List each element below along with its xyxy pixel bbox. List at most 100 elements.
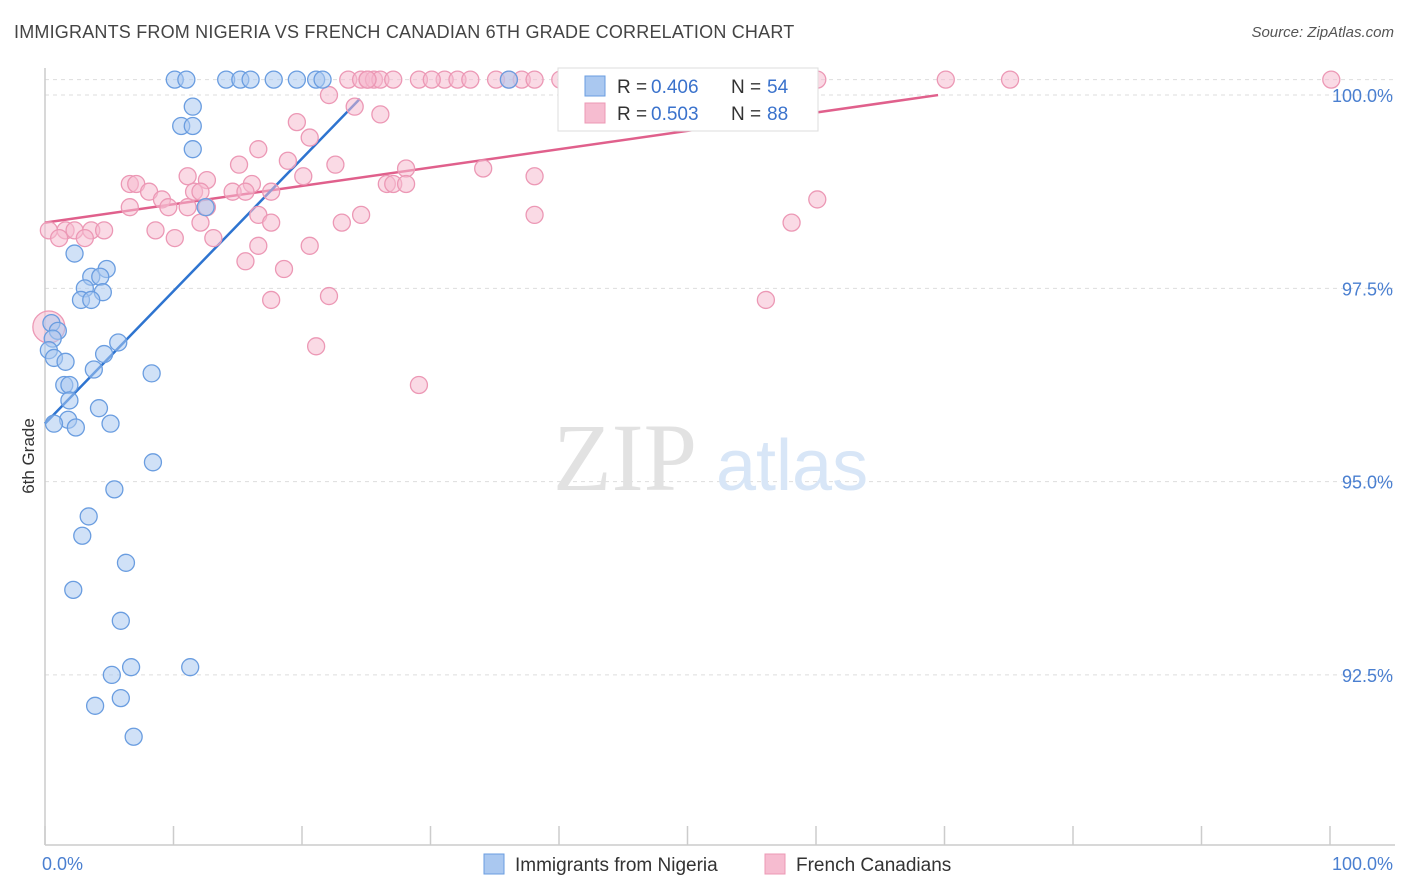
french-canadians-point-34 — [249, 140, 268, 159]
stats-n-value-pink: 88 — [767, 104, 788, 125]
french-canadians-point-67 — [808, 190, 827, 209]
nigeria-point-40 — [66, 418, 85, 437]
french-canadians-point-41 — [294, 167, 313, 186]
nigeria-point-45 — [116, 553, 136, 572]
nigeria-point-4 — [241, 70, 260, 89]
nigeria-point-52 — [85, 696, 105, 715]
french-canadians-point-49 — [525, 167, 544, 186]
french-canadians-point-82 — [274, 259, 294, 279]
x-ticks — [44, 826, 1331, 845]
nigeria-point-42 — [105, 480, 124, 499]
chart-title: IMMIGRANTS FROM NIGERIA VS FRENCH CANADI… — [14, 22, 795, 42]
nigeria-point-31 — [84, 360, 103, 379]
nigeria-point-50 — [102, 665, 121, 685]
stats-legend-swatch-pink — [584, 102, 606, 124]
axes — [44, 68, 1395, 846]
nigeria-point-53 — [124, 727, 143, 746]
nigeria-point-48 — [121, 658, 141, 677]
french-canadians-point-5 — [384, 70, 403, 89]
french-canadians-point-38 — [396, 159, 416, 178]
french-canadians-point-32 — [287, 112, 307, 132]
nigeria-point-49 — [181, 658, 200, 677]
french-canadians-point-31 — [371, 105, 390, 124]
nigeria-point-28 — [94, 344, 114, 364]
stats-n-value-blue: 54 — [767, 77, 789, 98]
french-canadians-point-23 — [1322, 70, 1341, 89]
nigeria-point-18 — [91, 267, 110, 286]
nigeria-point-47 — [111, 611, 130, 630]
watermark-atlas: atlas — [716, 426, 868, 506]
x-tick-label-max: 100.0% — [1332, 854, 1393, 874]
french-canadians-point-21 — [936, 70, 955, 89]
stats-n-label-blue: N = — [731, 77, 761, 98]
french-canadians-point-65 — [262, 213, 281, 232]
nigeria-point-9 — [499, 70, 519, 89]
watermark-zip: ZIP — [553, 404, 697, 511]
stats-r-label-blue: R = — [617, 77, 647, 98]
french-canadians-point-83 — [319, 286, 339, 306]
nigeria-points — [39, 70, 519, 746]
legend-label-nigeria: Immigrants from Nigeria — [515, 855, 718, 876]
x-tick-label-min: 0.0% — [42, 854, 83, 874]
nigeria-point-8 — [313, 70, 332, 89]
y-axis-label: 6th Grade — [19, 418, 38, 494]
french-canadians-point-77 — [165, 228, 184, 248]
french-canadians-point-59 — [178, 198, 197, 217]
stats-legend-swatch-blue — [584, 75, 606, 97]
french-canadians-point-74 — [146, 221, 165, 240]
nigeria-point-36 — [89, 399, 109, 418]
french-canadians-point-48 — [396, 174, 416, 194]
french-canadians-point-76 — [75, 228, 94, 248]
french-canadians-point-12 — [525, 70, 544, 89]
french-canadians-point-85 — [756, 290, 776, 310]
stats-r-value-blue: 0.406 — [651, 77, 699, 98]
french-canadians-point-75 — [49, 228, 69, 248]
series-legend: Immigrants from Nigeria French Canadians — [483, 853, 951, 876]
stats-n-label-pink: N = — [731, 104, 761, 125]
french-canadians-point-33 — [300, 128, 319, 147]
french-canadians-point-35 — [229, 155, 249, 174]
french-canadians-point-57 — [120, 198, 139, 217]
legend-swatch-french-canadians — [764, 853, 786, 875]
nigeria-point-26 — [109, 333, 128, 352]
french-canadians-point-52 — [191, 182, 210, 201]
french-canadians-point-24 — [358, 70, 377, 89]
french-canadians-point-29 — [319, 85, 339, 105]
gridlines — [45, 79, 1395, 676]
y-tick-labels: 92.5% 95.0% 97.5% 100.0% — [1332, 86, 1393, 686]
source-label: Source: ZipAtlas.com — [1251, 24, 1394, 41]
french-canadians-point-84 — [262, 290, 281, 310]
nigeria-point-43 — [79, 507, 98, 526]
french-canadians-point-73 — [94, 221, 114, 240]
french-canadians-point-62 — [351, 205, 371, 225]
nigeria-point-41 — [143, 453, 163, 472]
nigeria-point-22 — [82, 290, 101, 310]
french-canadians-point-30 — [345, 97, 364, 116]
y-tick-label-1: 95.0% — [1342, 473, 1393, 493]
french-canadians-point-63 — [525, 205, 544, 225]
french-canadians-point-86 — [306, 337, 326, 356]
french-canadians-point-81 — [236, 252, 255, 271]
nigeria-point-13 — [183, 140, 202, 159]
french-canadians-point-66 — [332, 213, 351, 232]
y-tick-label-3: 100.0% — [1332, 86, 1393, 106]
nigeria-point-44 — [73, 526, 92, 545]
nigeria-point-1 — [177, 70, 196, 89]
french-canadians-point-64 — [191, 213, 210, 232]
stats-r-label-pink: R = — [617, 104, 647, 125]
nigeria-point-5 — [264, 70, 283, 89]
french-canadians-point-87 — [409, 375, 429, 395]
french-canadians-point-39 — [474, 159, 493, 178]
french-canadians-point-37 — [326, 155, 345, 174]
stats-legend: R = 0.406 N = 54 R = 0.503 N = 88 — [557, 67, 819, 132]
french-canadians-point-80 — [300, 236, 319, 255]
nigeria-point-6 — [287, 70, 307, 89]
y-tick-label-2: 97.5% — [1342, 279, 1393, 299]
french-canadians-point-36 — [278, 151, 298, 170]
nigeria-point-35 — [60, 391, 79, 410]
nigeria-point-14 — [196, 198, 215, 217]
nigeria-point-46 — [64, 580, 83, 600]
french-canadians-point-40 — [178, 167, 197, 186]
stats-r-value-pink: 0.503 — [651, 104, 699, 125]
